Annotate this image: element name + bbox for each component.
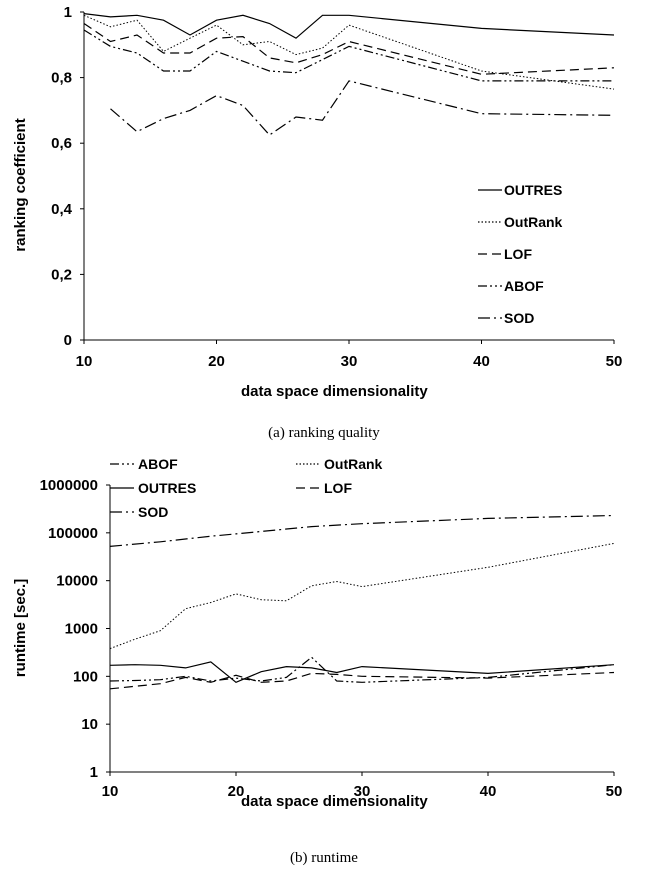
series-line-abof — [109, 656, 615, 683]
y-tick-label-a: 0,6 — [51, 135, 72, 152]
y-tick-label-a: 0 — [64, 332, 72, 349]
x-tick-label-a: 20 — [208, 353, 225, 370]
x-tick-label-b: 40 — [480, 783, 497, 800]
y-tick-label-a: 0,4 — [51, 201, 73, 218]
series-line-lof — [109, 671, 615, 690]
y-axis-label-a: ranking coefficient — [12, 118, 29, 251]
legend-label-b-outres: OUTRES — [138, 480, 196, 496]
ranking-quality-chart: 0 0,2 0,4 0,6 0,8 1 10 20 30 40 50 OUTRES OutRank L… — [12, 4, 622, 441]
series-line-sod — [110, 80, 615, 136]
legend-label-a-outrank: OutRank — [504, 214, 563, 230]
series-line-outrank — [109, 542, 615, 650]
caption-b: (b) runtime — [290, 850, 358, 866]
y-tick-label-b: 1000 — [65, 621, 98, 638]
series-line-outres — [109, 661, 615, 683]
y-tick-label-a: 1 — [64, 4, 72, 21]
y-tick-label-b: 100 — [73, 668, 98, 685]
y-tick-label-b: 1 — [90, 764, 98, 781]
x-tick-label-a: 40 — [473, 353, 490, 370]
legend-label-b-abof: ABOF — [138, 456, 178, 472]
x-tick-label-a: 50 — [606, 353, 623, 370]
legend-label-a-outres: OUTRES — [504, 182, 562, 198]
x-axis-label-b: data space dimensionality — [241, 793, 428, 810]
y-tick-label-b: 10 — [81, 716, 98, 733]
legend-label-a-sod: SOD — [504, 310, 534, 326]
x-tick-label-b: 10 — [102, 783, 119, 800]
legend-label-b-lof: LOF — [324, 480, 352, 496]
x-tick-label-a: 30 — [341, 353, 358, 370]
x-tick-label-b: 50 — [606, 783, 623, 800]
y-tick-label-b: 1000000 — [40, 477, 98, 494]
legend-label-b-sod: SOD — [138, 504, 168, 520]
x-tick-label-b: 30 — [354, 783, 371, 800]
y-axis-label-b: runtime [sec.] — [12, 579, 29, 677]
y-tick-label-b: 10000 — [56, 573, 98, 590]
y-tick-label-a: 0,2 — [51, 266, 72, 283]
series-line-outres — [83, 13, 615, 39]
series-line-outrank — [83, 14, 615, 90]
x-axis-label-a: data space dimensionality — [241, 383, 428, 400]
y-tick-label-a: 0,8 — [51, 70, 72, 87]
legend-label-a-abof: ABOF — [504, 278, 544, 294]
legend-label-b-outrank: OutRank — [324, 456, 383, 472]
y-tick-label-b: 100000 — [48, 525, 98, 542]
series-line-abof — [83, 29, 614, 82]
series-line-sod — [109, 514, 615, 547]
x-tick-label-b: 20 — [228, 783, 245, 800]
x-tick-label-a: 10 — [76, 353, 93, 370]
series-line-lof — [83, 23, 615, 75]
legend-label-a-lof: LOF — [504, 246, 532, 262]
caption-a: (a) ranking quality — [268, 425, 380, 441]
